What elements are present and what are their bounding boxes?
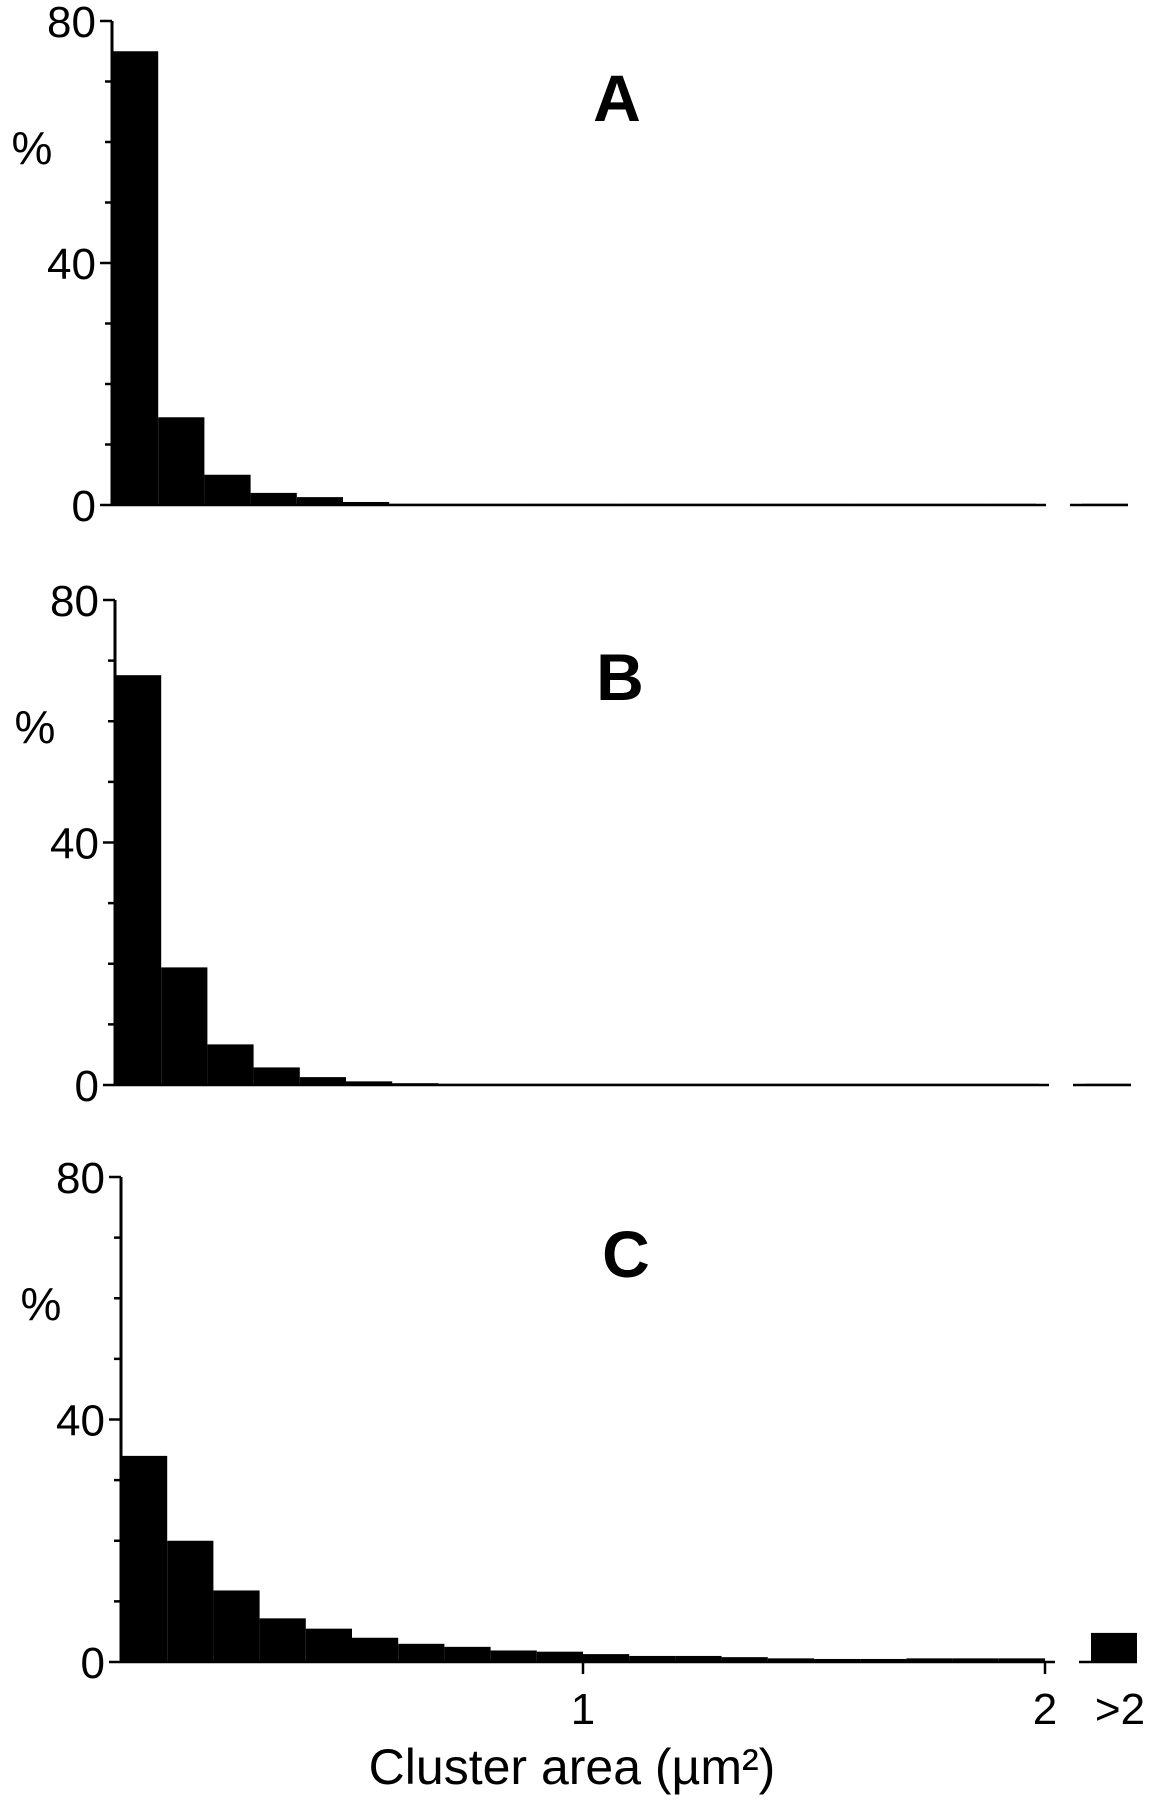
histogram-bar: [998, 1658, 1045, 1662]
histogram-bar: [158, 417, 205, 505]
histogram-bar: [207, 1044, 254, 1085]
y-tick-label: 40: [47, 240, 96, 289]
panel-b: 0 40 80% B: [15, 577, 1131, 1111]
histogram-bar: [767, 1658, 814, 1662]
y-tick-label: 80: [50, 577, 99, 626]
histogram-bar: [398, 1643, 445, 1662]
histogram-bar: [112, 51, 159, 505]
histogram-bar: [629, 1655, 676, 1662]
y-axis-label: %: [12, 122, 53, 174]
y-tick-label: 0: [72, 482, 96, 531]
histogram-bar: [204, 474, 251, 505]
y-tick-label: 40: [56, 1397, 105, 1446]
y-axis-label: %: [21, 1278, 62, 1330]
histogram-bar: [250, 492, 297, 505]
histogram-bar: [343, 501, 390, 505]
overflow-bar: [1091, 1632, 1137, 1662]
panel-letter: C: [602, 1217, 650, 1291]
x-tick-label: 2: [1033, 1685, 1057, 1734]
histogram-bar: [721, 1657, 768, 1662]
histogram-bar: [675, 1655, 722, 1662]
panel-letter: A: [593, 61, 641, 135]
histogram-bar: [167, 1540, 214, 1662]
histogram-bar: [352, 1637, 399, 1662]
histogram-bar: [444, 1646, 491, 1662]
y-tick-label: 80: [47, 0, 96, 47]
y-tick-label: 40: [50, 820, 99, 869]
histogram-bar: [305, 1628, 352, 1662]
x-tick-label-overflow: >2: [1095, 1685, 1145, 1734]
histogram-bar: [536, 1651, 583, 1662]
x-axis-label: Cluster area (µm²): [369, 1739, 776, 1795]
histogram-bar: [299, 1077, 346, 1085]
histogram-bar: [952, 1658, 999, 1662]
y-axis-label: %: [15, 701, 56, 753]
histogram-bar: [814, 1658, 861, 1662]
panel-a: 0 40 80% A: [12, 0, 1128, 531]
histogram-bar: [906, 1658, 953, 1662]
panel-letter: B: [596, 640, 644, 714]
histogram-bar: [213, 1590, 260, 1662]
histogram-bar: [121, 1455, 168, 1662]
y-tick-label: 0: [75, 1062, 99, 1111]
histogram-bar: [583, 1654, 630, 1662]
histogram-bar: [860, 1658, 907, 1662]
x-tick-label: 1: [571, 1685, 595, 1734]
y-tick-label: 80: [56, 1154, 105, 1203]
histogram-bar: [490, 1650, 537, 1662]
histogram-bar: [259, 1618, 306, 1662]
histogram-bar: [161, 967, 208, 1085]
histogram-bar: [115, 675, 162, 1085]
histogram-bar: [296, 497, 343, 505]
y-tick-label: 0: [81, 1639, 105, 1688]
histogram-bar: [253, 1067, 300, 1085]
histogram-bar: [346, 1081, 393, 1085]
panel-c: 0 40 80% C 1 2 >2 Cluster area (µm²): [21, 1154, 1146, 1795]
